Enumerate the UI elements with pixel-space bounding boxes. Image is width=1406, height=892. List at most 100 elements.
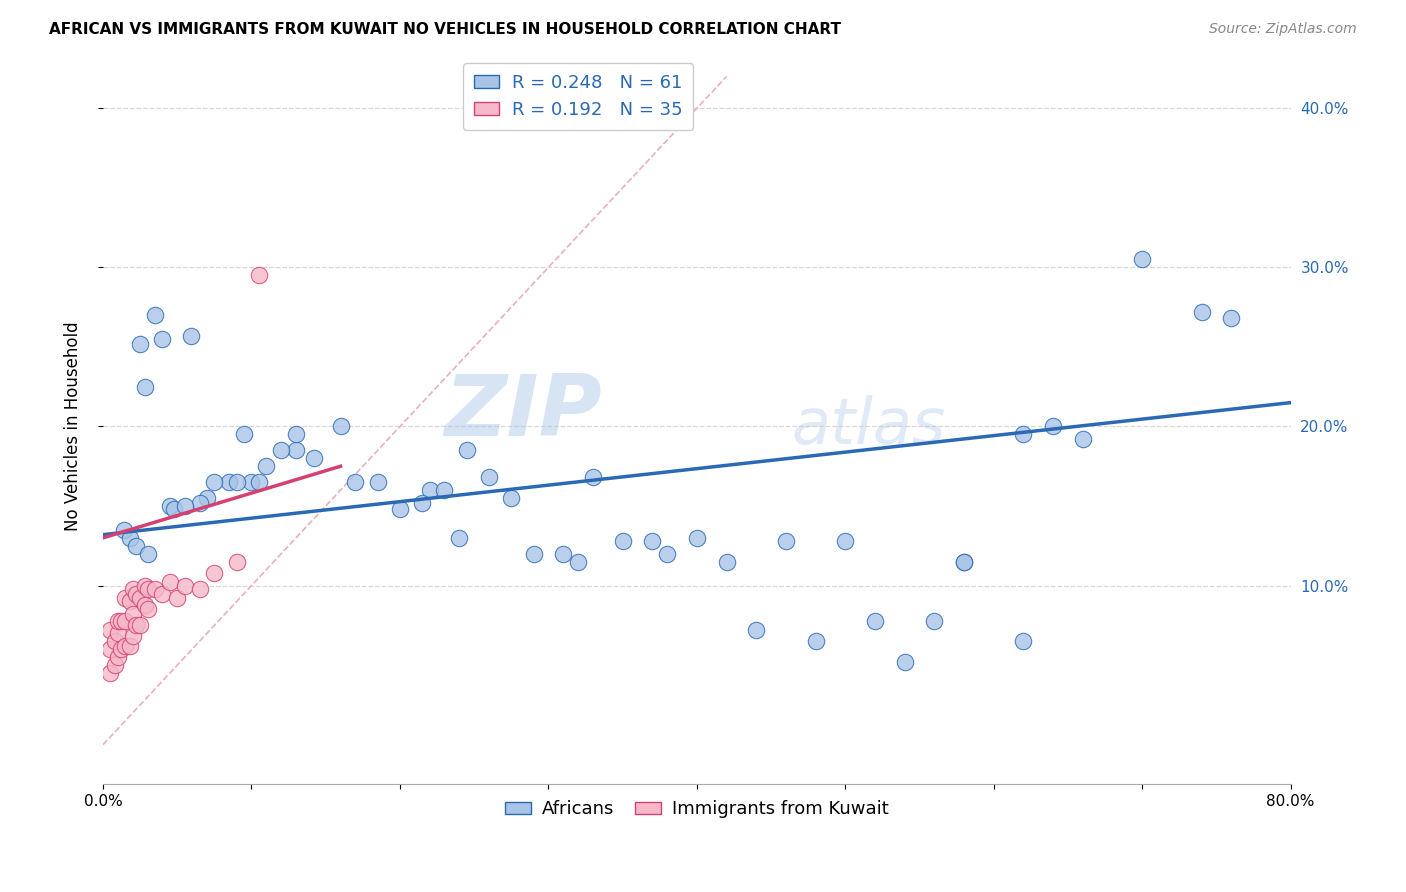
Point <box>129 336 152 351</box>
Point <box>180 328 202 343</box>
Y-axis label: No Vehicles in Household: No Vehicles in Household <box>65 322 82 532</box>
Point <box>114 591 136 606</box>
Point <box>100 623 122 637</box>
Point <box>411 496 433 510</box>
Point <box>1012 634 1035 648</box>
Point <box>655 547 678 561</box>
Point <box>107 650 129 665</box>
Point <box>136 582 159 596</box>
Point <box>188 582 211 596</box>
Text: AFRICAN VS IMMIGRANTS FROM KUWAIT NO VEHICLES IN HOUSEHOLD CORRELATION CHART: AFRICAN VS IMMIGRANTS FROM KUWAIT NO VEH… <box>49 22 841 37</box>
Point <box>121 630 143 644</box>
Point <box>202 566 225 580</box>
Point <box>134 578 156 592</box>
Point <box>716 555 738 569</box>
Point <box>136 547 159 561</box>
Point <box>134 598 156 612</box>
Point <box>893 655 915 669</box>
Point <box>118 639 141 653</box>
Point <box>100 642 122 657</box>
Point <box>1071 432 1094 446</box>
Point <box>107 626 129 640</box>
Point <box>143 582 166 596</box>
Point <box>110 614 132 628</box>
Point <box>188 496 211 510</box>
Point <box>152 332 174 346</box>
Point <box>110 642 132 657</box>
Point <box>247 475 270 490</box>
Point <box>254 459 277 474</box>
Point <box>686 531 709 545</box>
Point <box>449 531 471 545</box>
Point <box>225 555 247 569</box>
Point <box>270 443 292 458</box>
Point <box>953 555 976 569</box>
Point <box>195 491 218 505</box>
Point <box>329 419 352 434</box>
Point <box>953 555 976 569</box>
Legend: Africans, Immigrants from Kuwait: Africans, Immigrants from Kuwait <box>498 793 896 825</box>
Point <box>285 443 308 458</box>
Point <box>114 639 136 653</box>
Point <box>129 618 152 632</box>
Point <box>1220 311 1243 326</box>
Point <box>136 602 159 616</box>
Point <box>107 614 129 628</box>
Point <box>582 470 605 484</box>
Point <box>100 666 122 681</box>
Point <box>118 531 141 545</box>
Point <box>522 547 544 561</box>
Point <box>1130 252 1153 267</box>
Point <box>1012 427 1035 442</box>
Point <box>501 491 523 505</box>
Point <box>159 575 181 590</box>
Text: ZIP: ZIP <box>444 371 602 454</box>
Point <box>641 534 664 549</box>
Point <box>159 499 181 513</box>
Point <box>1191 305 1213 319</box>
Point <box>166 591 188 606</box>
Point <box>143 308 166 322</box>
Point <box>202 475 225 490</box>
Point <box>344 475 367 490</box>
Point <box>104 634 127 648</box>
Point <box>612 534 634 549</box>
Point <box>456 443 478 458</box>
Point <box>233 427 256 442</box>
Point <box>114 614 136 628</box>
Point <box>1042 419 1064 434</box>
Text: Source: ZipAtlas.com: Source: ZipAtlas.com <box>1209 22 1357 37</box>
Point <box>125 618 148 632</box>
Point <box>388 502 411 516</box>
Point <box>433 483 456 497</box>
Point <box>129 591 152 606</box>
Point <box>419 483 441 497</box>
Point <box>775 534 797 549</box>
Point <box>553 547 575 561</box>
Point <box>240 475 263 490</box>
Point <box>163 502 186 516</box>
Point <box>118 594 141 608</box>
Point <box>173 578 195 592</box>
Point <box>247 268 270 283</box>
Point <box>173 499 195 513</box>
Point <box>121 582 143 596</box>
Point <box>152 586 174 600</box>
Point <box>125 539 148 553</box>
Point <box>804 634 827 648</box>
Point <box>567 555 589 569</box>
Point <box>225 475 247 490</box>
Point <box>285 427 308 442</box>
Text: atlas: atlas <box>792 395 946 458</box>
Point <box>112 523 135 537</box>
Point <box>302 451 325 466</box>
Point <box>834 534 856 549</box>
Point <box>478 470 501 484</box>
Point <box>924 614 946 628</box>
Point <box>745 623 768 637</box>
Point <box>104 658 127 673</box>
Point <box>134 380 156 394</box>
Point <box>218 475 240 490</box>
Point <box>863 614 886 628</box>
Point <box>121 607 143 622</box>
